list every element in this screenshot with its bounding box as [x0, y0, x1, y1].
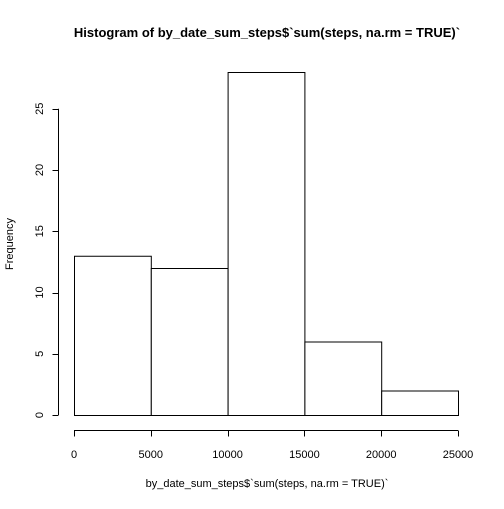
x-axis-label: by_date_sum_steps$`sum(steps, na.rm = TR… [146, 478, 389, 490]
histogram-bar-2 [227, 72, 306, 416]
x-axis: 0 5000 10000 15000 20000 25000 [71, 430, 474, 461]
y-axis-label: Frequency [4, 218, 16, 270]
y-tick-label: 5 [34, 351, 46, 357]
x-tick-label: 25000 [443, 449, 474, 461]
x-tick-label: 20000 [366, 449, 397, 461]
y-tick-label: 20 [34, 164, 46, 176]
y-tick-label: 10 [34, 286, 46, 298]
y-tick-label: 25 [34, 103, 46, 115]
x-tick-label: 5000 [139, 449, 163, 461]
histogram-bar-3 [304, 341, 383, 416]
x-tick-label: 0 [71, 449, 77, 461]
y-axis: 0 5 10 15 20 25 [34, 103, 59, 418]
histogram-bar-0 [74, 255, 152, 416]
y-tick-label: 15 [34, 225, 46, 237]
x-tick-label: 15000 [289, 449, 320, 461]
histogram-bar-1 [150, 268, 229, 416]
chart-title: Histogram of by_date_sum_steps$`sum(step… [74, 25, 460, 40]
bars-layer [74, 72, 460, 416]
histogram-bar-4 [381, 390, 460, 416]
x-tick-label: 10000 [212, 449, 243, 461]
y-tick-label: 0 [34, 412, 46, 418]
